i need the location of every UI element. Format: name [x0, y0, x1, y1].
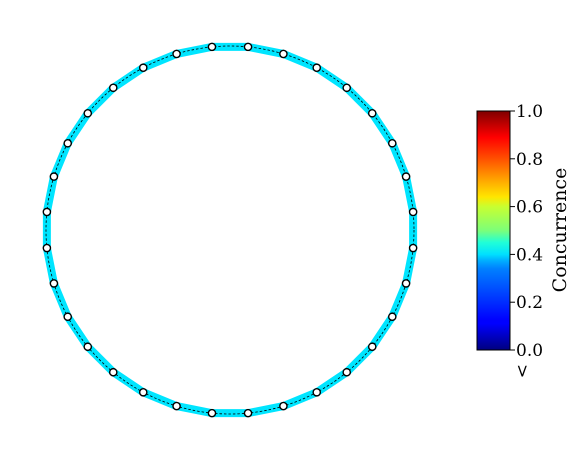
- edge-28: [109, 63, 148, 92]
- colorbar: 0.0 0.2 0.4 0.6 0.8 1.0 > Concurrence: [476, 102, 571, 378]
- edge-21: [49, 279, 72, 321]
- edge-16: [172, 402, 216, 418]
- colorbar-tick-label: 1.0: [516, 102, 543, 122]
- node-10: [387, 312, 397, 322]
- colorbar-tick-label: 0.4: [516, 245, 543, 265]
- edge-9: [388, 279, 411, 321]
- node-9: [401, 279, 411, 288]
- node-17: [172, 401, 181, 411]
- edge-20: [63, 312, 92, 351]
- edge-13: [279, 388, 321, 411]
- node-19: [108, 367, 118, 377]
- colorbar-tick-label: 0.0: [516, 341, 543, 361]
- colorbar-ticks: 0.0 0.2 0.4 0.6 0.8 1.0: [510, 102, 543, 361]
- edge-4: [368, 109, 397, 148]
- colorbar-tick-label: 0.8: [516, 150, 543, 170]
- colorbar-label: Concurrence: [549, 168, 571, 293]
- edge-layer: [42, 42, 418, 418]
- edge-14: [244, 402, 288, 418]
- node-18: [138, 387, 148, 397]
- node-12: [342, 367, 352, 377]
- node-11: [367, 342, 377, 352]
- node-26: [63, 138, 73, 148]
- node-7: [408, 207, 418, 217]
- node-23: [42, 243, 52, 253]
- node-25: [49, 172, 59, 181]
- edge-24: [42, 172, 58, 216]
- edge-17: [139, 388, 181, 411]
- node-6: [401, 172, 411, 181]
- node-31: [207, 42, 217, 52]
- node-0: [243, 42, 253, 52]
- node-layer: [42, 42, 418, 418]
- ring-graph: [42, 42, 418, 418]
- node-27: [83, 108, 93, 118]
- node-29: [138, 63, 148, 73]
- colorbar-tick-label: 0.6: [516, 198, 543, 218]
- edge-19: [83, 342, 118, 377]
- edge-5: [388, 139, 411, 181]
- colorbar-extend-marker: >: [512, 364, 532, 378]
- colorbar-tick-label: 0.2: [516, 293, 543, 313]
- edge-1: [279, 49, 321, 72]
- node-24: [42, 207, 52, 217]
- edge-0: [244, 42, 288, 58]
- node-13: [312, 387, 322, 397]
- guide-circle: [45, 45, 415, 415]
- node-30: [172, 49, 181, 59]
- node-4: [367, 108, 377, 118]
- node-8: [408, 243, 418, 253]
- edge-12: [312, 368, 351, 397]
- node-22: [49, 279, 59, 288]
- colorbar-gradient: [476, 110, 511, 351]
- node-3: [342, 83, 352, 93]
- node-2: [312, 63, 322, 73]
- edge-25: [49, 139, 72, 181]
- edge-2: [312, 63, 351, 92]
- edge-11: [342, 342, 377, 377]
- node-28: [108, 83, 118, 93]
- node-20: [83, 342, 93, 352]
- node-1: [279, 49, 288, 59]
- edge-22: [42, 244, 58, 288]
- node-21: [63, 312, 73, 322]
- edge-27: [83, 83, 118, 118]
- edge-3: [342, 83, 377, 118]
- node-14: [279, 401, 288, 411]
- edge-6: [402, 172, 418, 216]
- node-16: [207, 408, 217, 418]
- edge-10: [368, 312, 397, 351]
- edge-18: [109, 368, 148, 397]
- edge-8: [402, 244, 418, 288]
- edge-26: [63, 109, 92, 148]
- node-15: [243, 408, 253, 418]
- edge-30: [172, 42, 216, 58]
- node-5: [387, 138, 397, 148]
- edge-29: [139, 49, 181, 72]
